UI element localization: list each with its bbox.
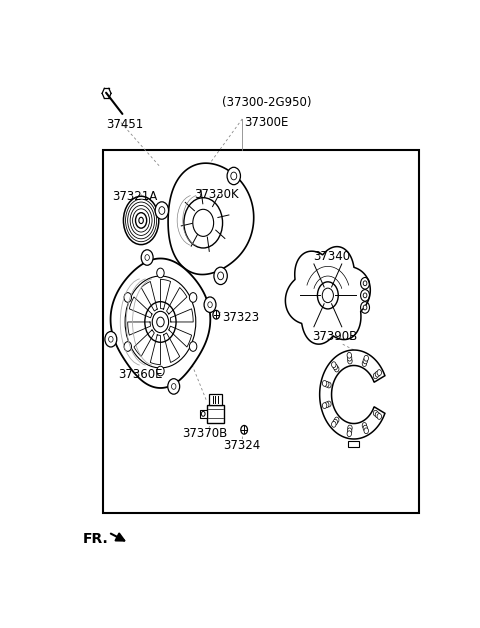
Circle shape xyxy=(335,417,339,423)
Circle shape xyxy=(335,366,339,372)
Circle shape xyxy=(373,373,378,379)
Text: 37360E: 37360E xyxy=(118,368,162,381)
Circle shape xyxy=(362,360,367,367)
Bar xyxy=(209,394,222,404)
Ellipse shape xyxy=(139,217,144,224)
Circle shape xyxy=(156,268,164,278)
Circle shape xyxy=(241,425,248,434)
Text: FR.: FR. xyxy=(83,532,108,546)
Circle shape xyxy=(324,402,329,408)
Circle shape xyxy=(348,425,352,431)
Circle shape xyxy=(348,358,352,364)
Circle shape xyxy=(332,421,336,427)
Circle shape xyxy=(333,420,337,425)
Circle shape xyxy=(333,364,337,370)
Circle shape xyxy=(327,401,331,407)
Circle shape xyxy=(204,297,216,313)
Circle shape xyxy=(323,403,327,409)
Circle shape xyxy=(105,332,117,347)
Text: 37300E: 37300E xyxy=(244,116,288,129)
Circle shape xyxy=(363,358,368,364)
Circle shape xyxy=(324,381,329,387)
Circle shape xyxy=(155,202,168,219)
Circle shape xyxy=(168,379,180,394)
Circle shape xyxy=(364,355,369,361)
Circle shape xyxy=(363,305,367,310)
FancyBboxPatch shape xyxy=(206,404,225,423)
Circle shape xyxy=(141,250,153,265)
Text: 37370B: 37370B xyxy=(182,428,228,440)
Circle shape xyxy=(156,317,164,327)
Text: 37323: 37323 xyxy=(222,311,259,324)
Polygon shape xyxy=(168,163,254,274)
Text: 37321A: 37321A xyxy=(112,190,157,203)
Circle shape xyxy=(362,423,367,428)
Polygon shape xyxy=(320,350,385,439)
Bar xyxy=(103,150,419,513)
Text: 37340: 37340 xyxy=(313,251,350,263)
Bar xyxy=(200,410,206,418)
Circle shape xyxy=(332,362,336,367)
Text: 37451: 37451 xyxy=(107,118,144,131)
Circle shape xyxy=(323,381,327,386)
Text: 37390B: 37390B xyxy=(312,330,358,343)
Circle shape xyxy=(375,412,380,418)
Circle shape xyxy=(347,431,351,436)
Circle shape xyxy=(190,342,197,351)
Circle shape xyxy=(213,310,219,319)
Polygon shape xyxy=(110,259,210,388)
Circle shape xyxy=(348,428,352,434)
Polygon shape xyxy=(286,247,370,344)
Circle shape xyxy=(214,267,228,284)
Circle shape xyxy=(363,281,367,286)
Circle shape xyxy=(364,428,369,434)
Circle shape xyxy=(348,355,352,361)
Circle shape xyxy=(377,414,382,420)
Circle shape xyxy=(156,366,164,376)
Circle shape xyxy=(124,342,132,351)
Circle shape xyxy=(377,370,382,376)
Circle shape xyxy=(375,371,380,377)
Circle shape xyxy=(347,352,351,358)
Text: 37324: 37324 xyxy=(224,439,261,452)
Circle shape xyxy=(373,410,378,416)
Circle shape xyxy=(327,382,331,388)
Circle shape xyxy=(363,425,368,431)
Bar xyxy=(348,441,360,447)
Circle shape xyxy=(190,293,197,302)
Text: 37330K: 37330K xyxy=(194,188,239,200)
Circle shape xyxy=(227,167,240,185)
Circle shape xyxy=(363,293,367,298)
Circle shape xyxy=(124,293,132,302)
Text: (37300-2G950): (37300-2G950) xyxy=(222,96,311,109)
Circle shape xyxy=(201,411,205,416)
